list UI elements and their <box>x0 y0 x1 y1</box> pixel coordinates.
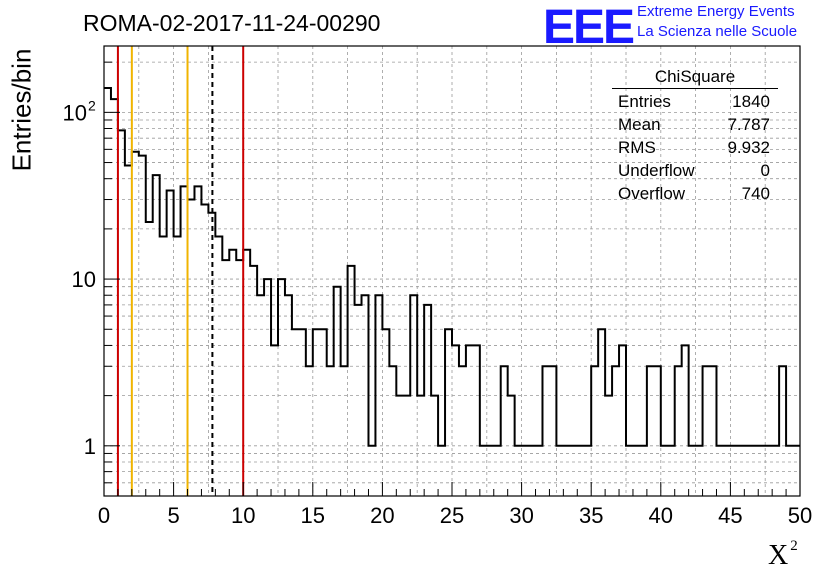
stats-value: 9.932 <box>727 138 770 157</box>
y-tick-label: 1 <box>84 434 96 459</box>
histogram-bar <box>250 266 257 496</box>
stats-row-entries: Entries 1840 <box>612 90 778 113</box>
histogram-bar <box>139 156 146 496</box>
histogram-bar <box>125 165 132 496</box>
stats-row-overflow: Overflow 740 <box>612 182 778 205</box>
histogram-bar <box>348 266 355 496</box>
y-tick-label: 10 <box>63 100 87 125</box>
histogram-bar <box>619 345 626 496</box>
histogram-bar <box>153 175 160 496</box>
histogram-outline <box>104 86 800 447</box>
marker-lines <box>116 46 245 496</box>
stats-label: Underflow <box>618 161 695 180</box>
stats-label: Overflow <box>618 184 686 203</box>
histogram-bar <box>779 366 786 496</box>
histogram-bar <box>313 329 320 496</box>
histogram-bar <box>201 205 208 496</box>
logo-text-line2: La Scienza nelle Scuole <box>637 23 798 40</box>
histogram-bar <box>306 366 313 496</box>
x-tick-label: 10 <box>231 503 255 528</box>
stats-value: 1840 <box>732 92 770 111</box>
histogram-bar <box>703 366 710 496</box>
histogram-bar <box>466 345 473 496</box>
stats-row-rms: RMS 9.932 <box>612 136 778 159</box>
x-tick-label: 25 <box>440 503 464 528</box>
plot-title: ROMA-02-2017-11-24-00290 <box>83 10 381 36</box>
histogram-bar <box>459 366 466 496</box>
histogram-bar <box>146 222 153 496</box>
histogram-bar <box>675 366 682 496</box>
histogram-bar <box>424 305 431 496</box>
axis-ticks <box>103 61 801 496</box>
histogram-bar <box>473 345 480 496</box>
histogram-bar <box>181 186 188 496</box>
histogram-bar <box>542 366 549 496</box>
histogram-bar <box>598 329 605 496</box>
histogram-bar <box>278 279 285 496</box>
histogram-bar <box>647 366 654 496</box>
x-tick-label: 40 <box>649 503 673 528</box>
histogram-bar <box>382 329 389 496</box>
x-tick-label: 35 <box>579 503 603 528</box>
x-tick-label: 30 <box>509 503 533 528</box>
histogram-bar <box>501 366 508 496</box>
histogram-bar <box>355 305 362 496</box>
x-axis-label-sup: 2 <box>790 538 798 554</box>
logo-text-line1: Extreme Energy Events <box>637 3 795 20</box>
histogram-bar <box>264 279 271 496</box>
x-tick-label: 45 <box>718 503 742 528</box>
histogram-bar <box>654 366 661 496</box>
y-tick-label-exponent: 2 <box>88 97 96 113</box>
histogram-bar <box>111 99 118 496</box>
eee-logo-mark: EEE <box>543 1 635 54</box>
histogram-bar <box>327 366 334 496</box>
histogram-bars <box>104 86 800 496</box>
histogram-bar <box>549 366 556 496</box>
stats-label: Entries <box>618 92 671 111</box>
x-tick-label: 5 <box>167 503 179 528</box>
histogram-bar <box>591 366 598 496</box>
stats-value: 0 <box>760 161 770 180</box>
x-axis-label-base: X <box>768 540 789 571</box>
histogram-bar <box>612 366 619 496</box>
histogram-bar <box>710 366 717 496</box>
stats-label: RMS <box>618 138 656 157</box>
x-tick-label: 50 <box>788 503 812 528</box>
stats-row-mean: Mean 7.787 <box>612 113 778 136</box>
stats-value: 7.787 <box>727 115 770 134</box>
histogram-bar <box>299 329 306 496</box>
stats-label: Mean <box>618 115 661 134</box>
histogram-bar <box>682 345 689 496</box>
histogram-bar <box>452 345 459 496</box>
histogram-bar <box>320 329 327 496</box>
histogram-bar <box>167 190 174 496</box>
histogram-bar <box>334 287 341 496</box>
stats-value: 740 <box>741 184 770 203</box>
y-axis-label: Entries/bin <box>6 48 37 172</box>
histogram-bar <box>389 366 396 496</box>
histogram-bar <box>118 130 125 496</box>
x-tick-label: 0 <box>98 503 110 528</box>
histogram-bar <box>132 152 139 496</box>
histogram-bar <box>445 329 452 496</box>
x-tick-label: 15 <box>301 503 325 528</box>
histogram-bar <box>341 366 348 496</box>
histogram-bar <box>188 200 195 496</box>
histogram-bar <box>271 345 278 496</box>
histogram-bar <box>292 329 299 496</box>
histogram-bar <box>194 186 201 496</box>
stats-box: ChiSquare Entries 1840 Mean 7.787 RMS 9.932… <box>612 67 778 205</box>
y-tick-label: 10 <box>72 267 96 292</box>
stats-row-underflow: Underflow 0 <box>612 159 778 182</box>
stats-title: ChiSquare <box>612 67 778 89</box>
x-tick-label: 20 <box>370 503 394 528</box>
